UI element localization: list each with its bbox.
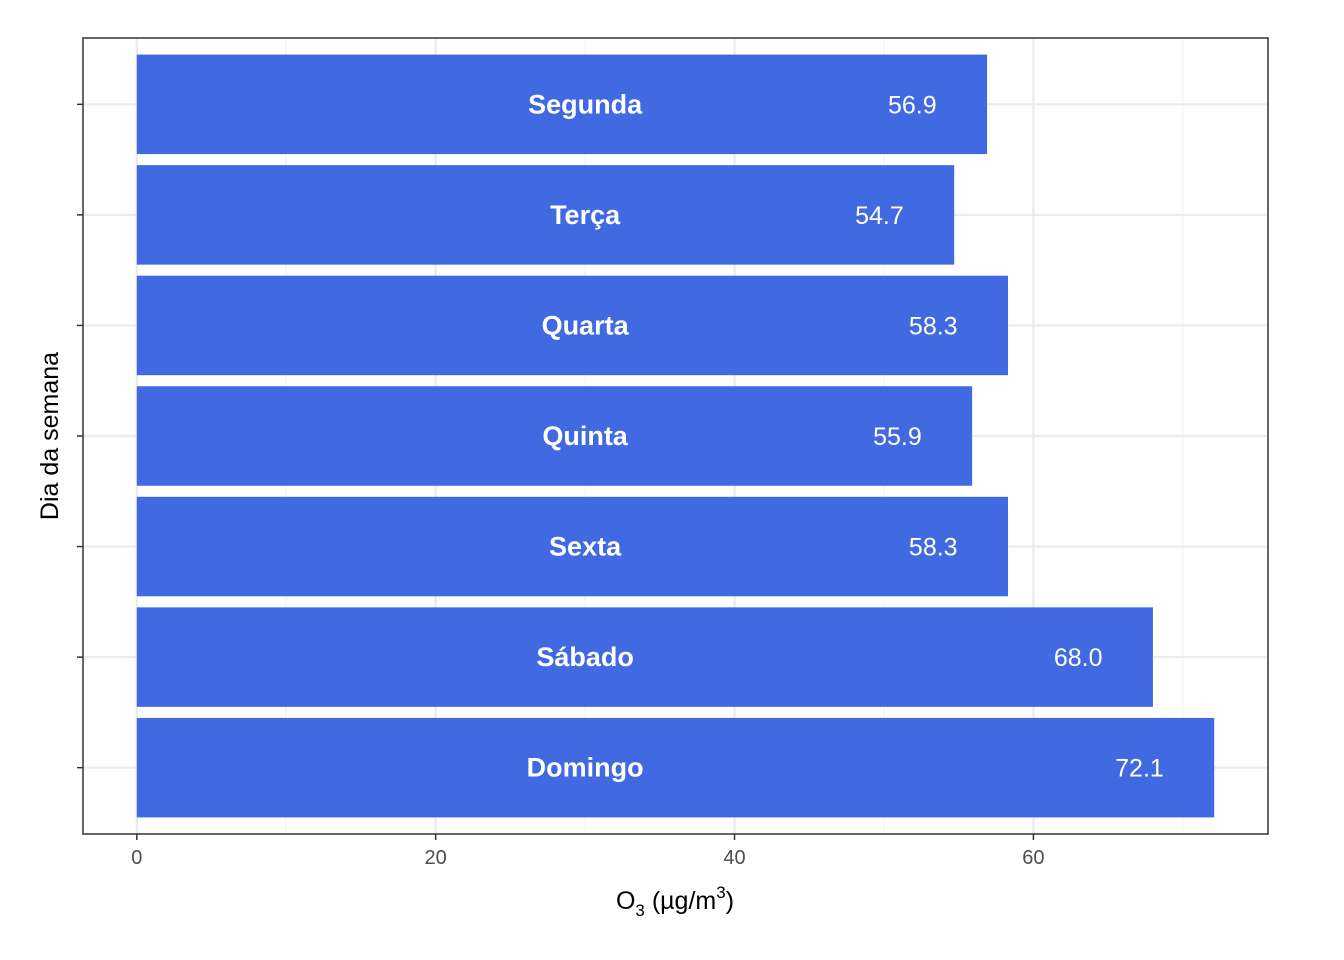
xlabel-base: O — [616, 887, 635, 915]
bar-labels: Segunda 56.9 Terça 54.7 Quarta 58.3 Quinta 55.9… — [527, 89, 1164, 782]
bar-quinta — [136, 386, 973, 486]
x-tick-label: 40 — [723, 847, 745, 869]
bar-quarta — [136, 275, 1008, 376]
bar-terça — [136, 165, 955, 265]
category-label: Sexta — [549, 532, 622, 562]
xlabel-superscript: 3 — [716, 883, 725, 902]
bar-sábado — [136, 607, 1153, 707]
bar-segunda — [136, 54, 988, 155]
category-label: Sábado — [536, 642, 634, 672]
category-label: Segunda — [528, 89, 643, 119]
x-axis-title: O3 (µg/m3) — [616, 883, 734, 920]
x-tick-label: 20 — [425, 847, 447, 869]
value-label: 58.3 — [909, 534, 958, 562]
x-tick-label: 0 — [131, 847, 142, 869]
value-label: 54.7 — [855, 202, 904, 230]
category-label: Domingo — [527, 753, 644, 783]
xlabel-unit: (µg/m — [645, 887, 716, 915]
axes: 0 20 40 60 — [77, 103, 1045, 869]
bars — [136, 54, 1215, 818]
category-label: Terça — [550, 200, 621, 230]
value-label: 68.0 — [1054, 644, 1103, 672]
xlabel-end: ) — [726, 887, 734, 915]
value-label: 58.3 — [909, 312, 958, 340]
y-axis-title: Dia da semana — [36, 352, 64, 520]
xlabel-subscript: 3 — [635, 901, 644, 920]
value-label: 72.1 — [1115, 755, 1164, 783]
bar-domingo — [136, 717, 1215, 818]
x-tick-label: 60 — [1022, 847, 1044, 869]
category-label: Quinta — [542, 421, 628, 451]
value-label: 55.9 — [873, 423, 922, 451]
value-label: 56.9 — [888, 91, 937, 119]
category-label: Quarta — [542, 310, 630, 340]
bar-sexta — [136, 496, 1008, 597]
